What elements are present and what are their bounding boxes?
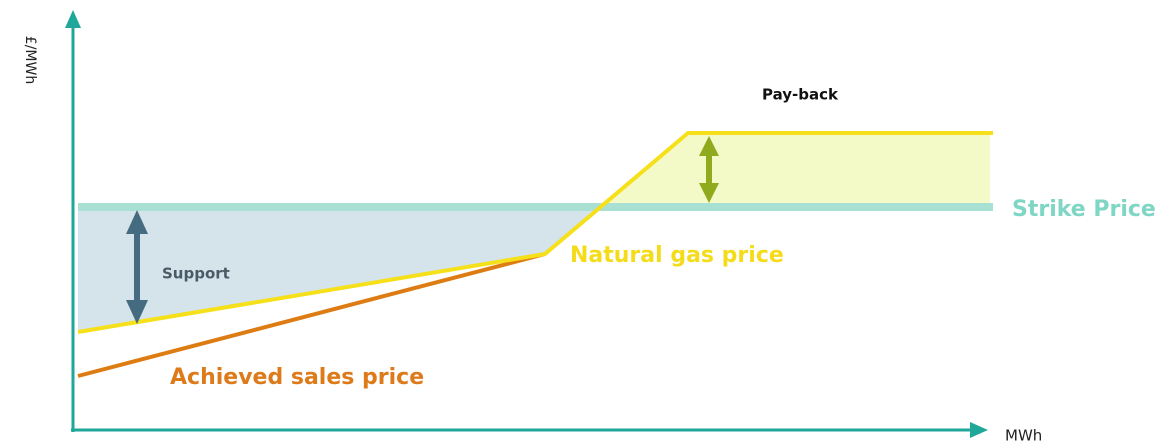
x-arrow bbox=[970, 422, 988, 438]
payback-arrow-head bbox=[699, 183, 719, 203]
support-area bbox=[78, 207, 597, 332]
payback-label: Pay-back bbox=[762, 86, 839, 104]
support-arrow-head bbox=[126, 300, 148, 324]
y-axis-label: £/MWh bbox=[22, 36, 38, 84]
gas-price-label: Natural gas price bbox=[570, 243, 784, 268]
payback-arrow-head bbox=[699, 136, 719, 156]
y-arrow bbox=[65, 10, 81, 28]
strike-price-label: Strike Price bbox=[1012, 197, 1156, 222]
gas-price-line bbox=[77, 131, 993, 334]
support-label: Support bbox=[162, 265, 230, 283]
payback-area bbox=[597, 133, 990, 207]
support-arrow-head bbox=[126, 210, 148, 234]
x-axis-label: MWh bbox=[1005, 427, 1042, 443]
achieved-price-label: Achieved sales price bbox=[170, 365, 424, 390]
achieved-price-line bbox=[77, 252, 546, 378]
